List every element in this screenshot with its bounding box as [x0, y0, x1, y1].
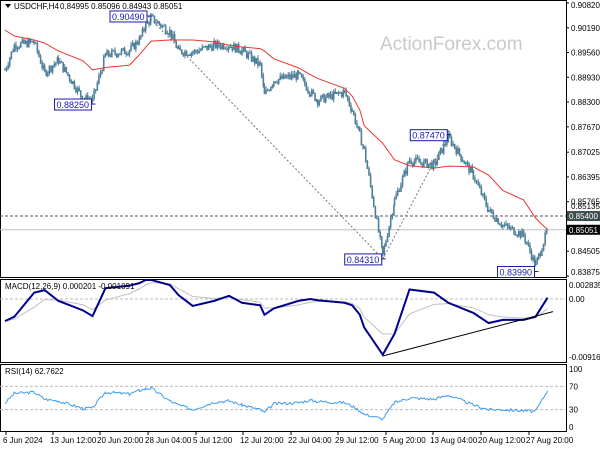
time-tick-label: 20 Aug 12:00: [478, 436, 526, 445]
rsi-tick-label: 0: [569, 423, 574, 432]
time-tick-label: 13 Aug 04:00: [430, 436, 478, 445]
time-tick-label: 13 Jun 12:00: [50, 436, 97, 445]
rsi-tick-label: 100: [569, 365, 583, 374]
trend-line: [382, 134, 449, 260]
chart-header: USDCHF,H4 0.84995 0.85096 0.84943 0.8505…: [5, 2, 183, 11]
rsi-tick-label: 30: [569, 406, 578, 415]
time-tick-label: 6 Jun 2024: [3, 436, 43, 445]
price-annotation-box: [497, 265, 536, 278]
time-tick-label: 28 Jun 04:00: [145, 436, 192, 445]
rsi-tick-label: 70: [569, 382, 578, 391]
dropdown-triangle-icon[interactable]: [5, 4, 11, 8]
level-price-label: 0.85400: [569, 212, 598, 221]
price-annotation-label: 0.87470: [412, 131, 445, 141]
moving-average-line: [4, 29, 548, 231]
rsi-title: RSI(14) 62.7622: [5, 367, 64, 376]
price-tick-label: 0.86395: [571, 173, 600, 182]
time-tick-label: 29 Jul 12:00: [335, 436, 379, 445]
current-price-label: 0.85051: [569, 226, 598, 235]
macd-title: MACD(12,26,9) 0.000201 -0.001091: [5, 282, 135, 291]
price-tick-label: 0.84505: [571, 247, 600, 256]
macd-pane-frame: [0, 279, 567, 363]
price-tick-label: 0.88930: [571, 73, 600, 82]
price-tick-label: 0.89560: [571, 49, 600, 58]
macd-trend-line: [382, 311, 554, 357]
time-tick-label: 22 Jul 04:00: [288, 436, 332, 445]
ohlc-readout: 0.84995 0.85096 0.84943 0.85051: [60, 2, 183, 11]
price-tick-label: 0.85765: [571, 198, 600, 207]
price-pane-frame: [0, 0, 567, 278]
price-tick-label: 0.90820: [571, 1, 600, 10]
price-annotation-label: 0.88250: [57, 100, 90, 110]
price-tick-label: 0.88300: [571, 98, 600, 107]
macd-tick-label: 0.002835: [569, 281, 600, 290]
time-tick-label: 27 Aug 20:00: [526, 436, 574, 445]
symbol-title: USDCHF,H4: [14, 2, 59, 11]
price-tick-label: 0.87670: [571, 123, 600, 132]
time-tick-label: 5 Aug 20:00: [383, 436, 426, 445]
time-axis: 6 Jun 2024 13 Jun 12:00 20 Jun 20:00 28 Jun…: [3, 432, 574, 445]
macd-line: [4, 278, 549, 357]
trend-line: [147, 15, 384, 260]
watermark: ActionForex.com: [380, 34, 523, 55]
price-tick-label: 0.83875: [571, 268, 600, 277]
rsi-pane-frame: [0, 364, 567, 432]
rsi-line: [4, 386, 549, 421]
price-tick-label: 0.85135: [571, 202, 600, 211]
price-annotation-label: 0.90490: [112, 12, 145, 22]
price-tick-label: 0.87025: [571, 148, 600, 157]
price-pane[interactable]: 0.90820 0.90190 0.89560 0.88930 0.88300 0.876…: [0, 0, 600, 278]
macd-tick-label: 0.00: [569, 295, 585, 304]
time-tick-label: 5 Jul 12:00: [193, 436, 233, 445]
rsi-pane[interactable]: 100 70 30 0: [0, 364, 583, 433]
time-tick-label: 12 Jul 20:00: [240, 436, 284, 445]
price-annotation-label: 0.84310: [347, 255, 380, 265]
price-annotation-label: 0.83990: [500, 267, 533, 277]
time-tick-label: 20 Jun 20:00: [97, 436, 144, 445]
level-price-box: [567, 211, 600, 222]
current-price-box: [567, 224, 600, 235]
price-tick-label: 0.90190: [571, 24, 600, 33]
